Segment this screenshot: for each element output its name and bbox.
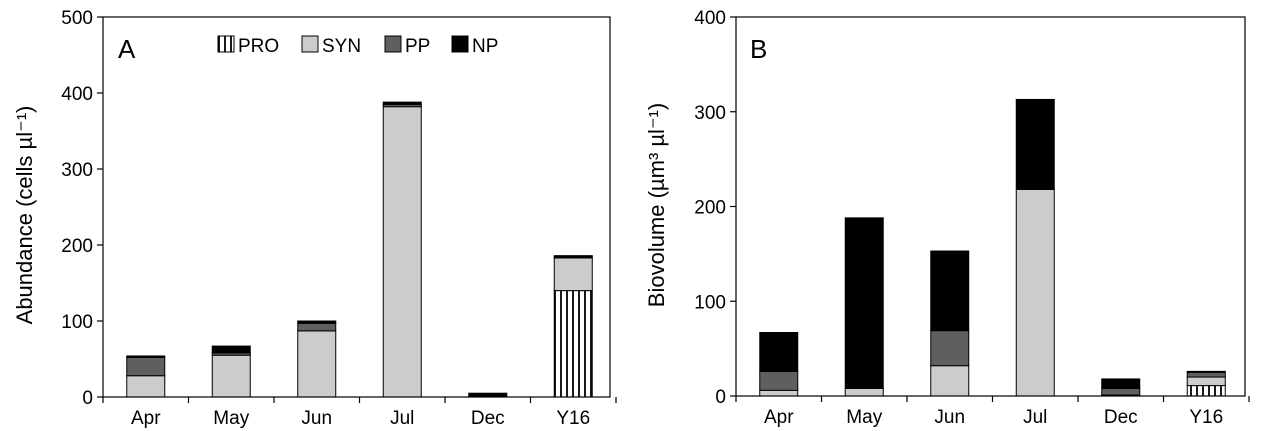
bar-segment-pro-y16 [1186, 385, 1226, 397]
x-tick-label: May [846, 407, 882, 428]
panel-a: Abundance (cells µl⁻¹) A 0 100 200 300 400 50… [12, 8, 617, 429]
panel-b-letter: B [750, 34, 767, 64]
panel-b: Biovolume (µm³ µl⁻¹) B 0 100 200 300 400 Apr… [644, 8, 1250, 428]
bar-segment-pp-dec [1101, 387, 1141, 396]
x-tick-label: Jun [301, 408, 332, 429]
panel-a-legend: PRO SYN PP NP [217, 35, 498, 57]
y-tick-label: 0 [82, 388, 93, 409]
bar-segment-np-y16 [553, 255, 593, 258]
bar-segment-np-may [211, 345, 251, 354]
x-tick-label: Y16 [556, 408, 590, 429]
x-tick-label: Jul [1023, 407, 1047, 428]
x-tick-label: Dec [1104, 407, 1138, 428]
panel-a-yticks: 0 100 200 300 400 500 [61, 8, 103, 409]
bar-segment-np-apr [759, 332, 799, 372]
legend-item-np: NP [451, 35, 498, 57]
bar-segment-np-dec [1101, 378, 1141, 389]
x-tick-label: Apr [764, 407, 794, 428]
panel-b-xticks: Apr May Jun Jul Dec Y16 [735, 396, 1250, 428]
x-tick-label: May [213, 408, 249, 429]
panel-b-bars [759, 98, 1226, 397]
bar-segment-syn-apr [759, 389, 799, 397]
y-tick-label: 500 [61, 8, 93, 29]
y-tick-label: 300 [694, 103, 726, 124]
x-tick-label: Jul [390, 408, 414, 429]
panel-a-bars [126, 101, 593, 398]
panel-a-ylabel: Abundance (cells µl⁻¹) [12, 106, 37, 325]
x-tick-label: Y16 [1189, 407, 1223, 428]
y-tick-label: 100 [694, 292, 726, 313]
y-tick-label: 0 [715, 387, 726, 408]
bar-segment-pp-apr [759, 370, 799, 391]
bar-segment-np-y16 [1186, 370, 1226, 373]
panel-b-yticks: 0 100 200 300 400 [694, 8, 736, 408]
panel-b-ylabel: Biovolume (µm³ µl⁻¹) [644, 103, 669, 307]
legend-item-pp: PP [384, 35, 430, 57]
bar-segment-np-jul [1015, 98, 1055, 190]
panel-a-xticks: Apr May Jun Jul Dec Y16 [102, 397, 617, 429]
y-tick-label: 300 [61, 160, 93, 181]
panel-a-letter: A [118, 34, 136, 64]
bar-segment-pp-y16 [1186, 371, 1226, 378]
y-tick-label: 100 [61, 312, 93, 333]
bar-segment-syn-jul [382, 106, 422, 398]
panel-b-plot-frame [735, 16, 1246, 397]
bar-segment-syn-jul [1015, 188, 1055, 397]
bar-segment-pp-apr [126, 356, 166, 377]
bar-segment-syn-may [211, 354, 251, 398]
bar-segment-syn-may [844, 387, 884, 397]
legend-label-syn: SYN [322, 36, 361, 57]
panel-a-plot-frame [102, 16, 611, 398]
legend-item-pro: PRO [217, 35, 279, 57]
bar-segment-np-apr [126, 355, 166, 358]
legend-swatch-syn [301, 35, 319, 53]
y-tick-label: 400 [61, 84, 93, 105]
bar-segment-np-dec [468, 392, 508, 397]
y-tick-label: 200 [61, 236, 93, 257]
x-tick-label: Jun [934, 407, 965, 428]
bar-segment-syn-apr [126, 375, 166, 398]
bar-segment-pp-jun [297, 322, 337, 332]
legend-swatch-pp [384, 35, 402, 53]
x-tick-label: Apr [131, 408, 161, 429]
bar-segment-np-jun [930, 250, 970, 332]
x-tick-label: Dec [471, 408, 505, 429]
bar-segment-pp-jun [930, 330, 970, 367]
bar-segment-pro-y16 [553, 290, 593, 398]
bar-segment-np-jun [297, 320, 337, 324]
bar-segment-syn-y16 [553, 257, 593, 292]
legend-label-np: NP [472, 36, 498, 57]
bar-segment-np-may [844, 217, 884, 389]
legend-label-pp: PP [405, 36, 430, 57]
bar-segment-np-jul [382, 101, 422, 105]
legend-swatch-pro [217, 35, 235, 53]
legend-label-pro: PRO [238, 36, 279, 57]
legend-item-syn: SYN [301, 35, 361, 57]
bar-segment-syn-y16 [1186, 376, 1226, 387]
y-tick-label: 200 [694, 198, 726, 219]
bar-segment-syn-jun [930, 365, 970, 397]
bar-segment-syn-jun [297, 330, 337, 398]
y-tick-label: 400 [694, 8, 726, 29]
legend-swatch-np [451, 35, 469, 53]
